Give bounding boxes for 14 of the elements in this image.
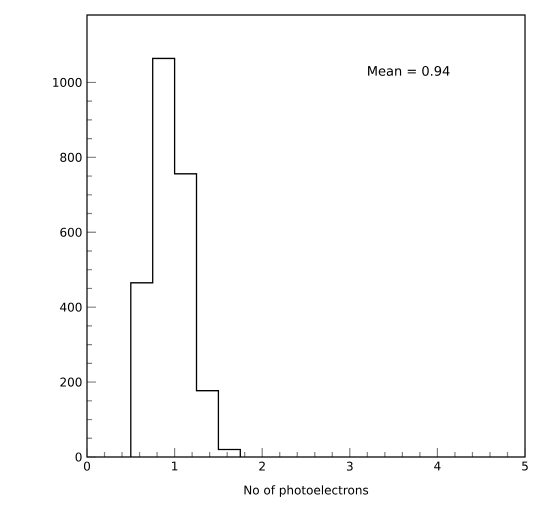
y-tick-label: 800: [60, 152, 82, 162]
y-tick-label: 200: [60, 378, 82, 387]
x-tick-label: 1: [172, 462, 178, 470]
annotation: Mean = 0.94: [368, 66, 450, 76]
x-tick-label: 0: [84, 462, 90, 471]
x-tick-label: 3: [346, 462, 353, 471]
y-tick-label: 600: [60, 228, 82, 237]
y-tick-label: 400: [60, 302, 82, 312]
x-tick-label: 2: [259, 462, 265, 471]
x-tick-label: 4: [434, 462, 441, 470]
x-tick-label: 5: [522, 462, 528, 471]
x-axis-title: No of photoelectrons: [244, 485, 368, 497]
y-tick-label: 1000: [53, 78, 82, 87]
y-tick-label: 0: [76, 452, 82, 462]
